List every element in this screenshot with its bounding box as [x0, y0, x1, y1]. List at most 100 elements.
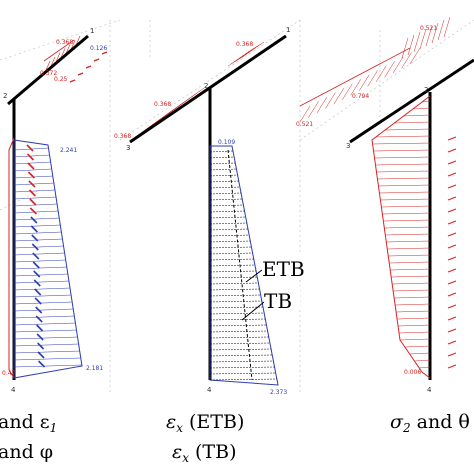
red-hatch-line: [422, 100, 431, 103]
red-tick: [447, 208, 457, 213]
red-hatch-line: [380, 198, 431, 201]
left-blue-envelope: [13, 139, 83, 379]
red-tick: [447, 220, 457, 225]
right-node-2: 2: [424, 86, 428, 94]
red-hatch-line: [431, 22, 439, 44]
right-red-hatching: [372, 100, 431, 369]
middle-value-3: 0.368: [114, 133, 131, 140]
right-top-red-hatching: [299, 16, 451, 123]
black-hatch-line: [209, 276, 258, 279]
grid-line: [0, 189, 41, 211]
middle-value-2: 0.368: [154, 101, 171, 108]
blue-hatch-line: [13, 210, 59, 214]
black-hatch-line: [209, 180, 239, 183]
blue-hatch-line: [13, 196, 57, 200]
right-red-ticks: [447, 136, 457, 369]
black-hatch-line: [209, 168, 237, 171]
black-hatch-line: [209, 234, 250, 237]
black-hatch-line: [209, 354, 273, 357]
etb-label: ETB: [262, 257, 305, 281]
left-value-top-4: 0.126: [90, 45, 107, 52]
red-hatch-line: [396, 310, 431, 313]
red-hatch-line: [375, 135, 431, 138]
red-hatch-line: [379, 191, 431, 194]
black-hatch-line: [209, 162, 236, 165]
red-tick: [447, 244, 457, 249]
red-tick: [69, 79, 76, 83]
tb-label-bg: [264, 286, 300, 310]
blue-hatch-line: [13, 217, 60, 221]
diag-tick: [37, 342, 45, 350]
blue-hatch-line: [13, 266, 68, 270]
black-hatch-line: [209, 270, 257, 273]
red-hatch-line: [392, 282, 431, 285]
middle-top-beam: [129, 34, 287, 144]
black-hatch-line: [209, 156, 235, 159]
left-value-top-1: 0.368: [56, 39, 73, 46]
diag-tick: [26, 153, 35, 161]
red-tick: [85, 65, 92, 69]
right-value-3: 0.521: [296, 121, 313, 128]
red-hatch-line: [409, 47, 421, 65]
panel-right: 2 3 4 0.521 0.794 0.521 0.006: [296, 16, 474, 394]
black-hatch-line: [209, 300, 263, 303]
red-hatch-line: [403, 114, 431, 117]
diag-tick: [29, 207, 37, 215]
middle-value-1: 0.368: [236, 41, 253, 48]
red-hatch-line: [443, 16, 451, 38]
etb-label-bg: [262, 254, 310, 278]
red-tick: [447, 172, 457, 177]
diag-tick: [36, 333, 44, 341]
blue-hatch-line: [13, 315, 75, 319]
red-tick: [447, 148, 457, 153]
black-hatch-line: [209, 366, 275, 369]
black-hatch-line: [209, 306, 264, 309]
left-value-col-red: 0.47: [2, 370, 16, 377]
red-hatch-line: [386, 240, 431, 243]
diag-tick: [37, 351, 45, 359]
left-value-top-2: 0.372: [40, 70, 57, 77]
right-top-beam: [349, 58, 474, 144]
blue-hatch-line: [13, 154, 50, 158]
left-blue-hatching: [13, 147, 83, 368]
diag-tick: [33, 279, 41, 287]
black-hatch-line: [209, 288, 260, 291]
black-hatch-line: [209, 246, 252, 249]
grid-line: [299, 19, 474, 141]
red-hatch-line: [372, 142, 431, 145]
black-hatch-line: [209, 336, 269, 339]
black-hatch-line: [209, 186, 241, 189]
blue-hatch-line: [13, 329, 77, 333]
black-hatch-line: [209, 210, 245, 213]
red-hatch-line: [419, 28, 427, 50]
blue-hatch-line: [13, 238, 63, 242]
red-hatch-line: [333, 88, 345, 105]
black-hatch-line: [209, 240, 251, 243]
panel-middle: ETB TB 1 2 3 4 0.368 0.368 0.368 0.109 2…: [114, 26, 310, 396]
red-hatch-line: [299, 105, 311, 123]
blue-hatch-line: [13, 343, 79, 347]
red-tick: [447, 184, 457, 189]
red-tick: [447, 160, 457, 165]
diag-tick: [30, 216, 38, 224]
red-hatch-line: [387, 247, 431, 250]
red-hatch-line: [359, 74, 370, 91]
black-hatch-line: [209, 318, 266, 321]
middle-node-1: 1: [286, 26, 290, 34]
left-value-col-top: 2.241: [60, 147, 77, 154]
diag-tick: [32, 261, 40, 269]
red-hatch-edge: [43, 39, 75, 62]
diag-tick: [32, 252, 40, 260]
red-hatch-line: [378, 184, 431, 187]
red-hatch-line: [308, 101, 319, 118]
caption-left: and ε1 and φ: [0, 411, 57, 463]
diag-tick: [35, 315, 43, 323]
black-hatch-line: [209, 222, 248, 225]
red-hatch-line: [394, 121, 431, 124]
red-hatch-line: [401, 37, 409, 59]
right-red-envelope: [371, 95, 431, 379]
blue-hatch-line: [13, 294, 72, 298]
middle-value-col-bottom: 2.373: [270, 389, 287, 396]
diag-tick: [38, 360, 46, 368]
red-tick: [447, 196, 457, 201]
